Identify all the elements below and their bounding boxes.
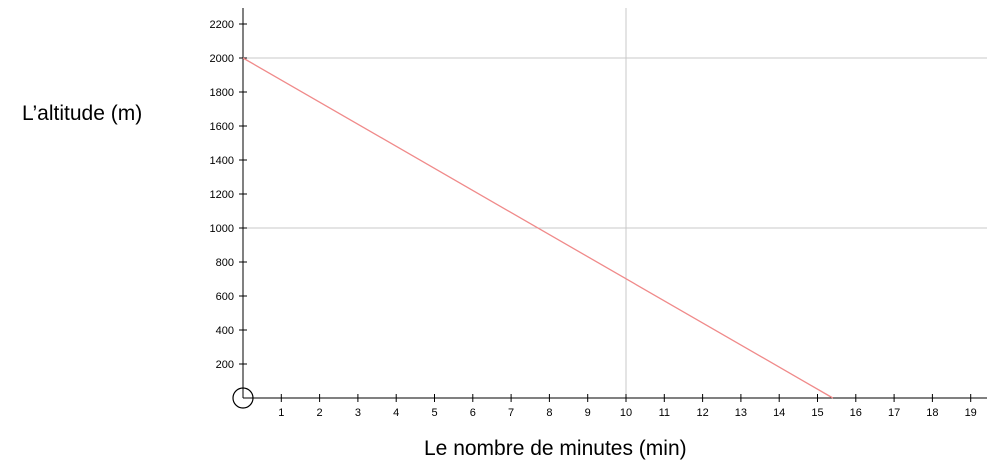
y-tick-label: 1400 [210,155,234,167]
y-tick-label: 1800 [210,87,234,99]
y-tick-label: 400 [216,325,234,337]
series-line [242,57,834,399]
x-tick-label: 9 [585,407,591,419]
x-tick-label: 13 [735,407,747,419]
x-tick-label: 19 [965,407,977,419]
x-tick-label: 8 [546,407,552,419]
data-series [242,57,834,399]
x-tick-label: 4 [393,407,399,419]
grid-lines [243,8,987,398]
x-tick-label: 2 [317,407,323,419]
x-tick-label: 18 [926,407,938,419]
y-tick-label: 1600 [210,121,234,133]
y-tick-label: 200 [216,359,234,371]
x-tick-label: 11 [659,407,670,419]
axes [242,8,987,399]
y-tick-label: 2000 [210,53,234,65]
origin-marker [232,387,254,409]
y-tick-label: 1000 [210,223,234,235]
y-tick-label: 800 [216,257,234,269]
y-tick-label: 600 [216,291,234,303]
x-tick-label: 3 [355,407,361,419]
x-tick-label: 17 [888,407,900,419]
x-tick-label: 7 [508,407,514,419]
x-axis-title: Le nombre de minutes (min) [424,437,687,460]
y-tick-label: 1200 [210,189,234,201]
x-tick-label: 6 [470,407,476,419]
x-tick-label: 10 [620,407,632,419]
x-tick-label: 15 [811,407,823,419]
x-tick-label: 16 [850,407,862,419]
y-axis-title: L’altitude (m) [22,102,143,125]
x-tick-label: 14 [773,407,785,419]
y-axis-ticks: 200 400 600 800 1000 1200 1400 1600 1800 2000 2200 [210,19,247,371]
y-tick-label: 2200 [210,19,234,31]
x-axis-ticks: 1 2 3 4 5 6 7 8 9 10 11 12 13 14 15 16 17 18 19 [278,394,977,419]
x-tick-label: 1 [278,407,284,419]
x-tick-label: 12 [696,407,708,419]
x-tick-label: 5 [431,407,437,419]
